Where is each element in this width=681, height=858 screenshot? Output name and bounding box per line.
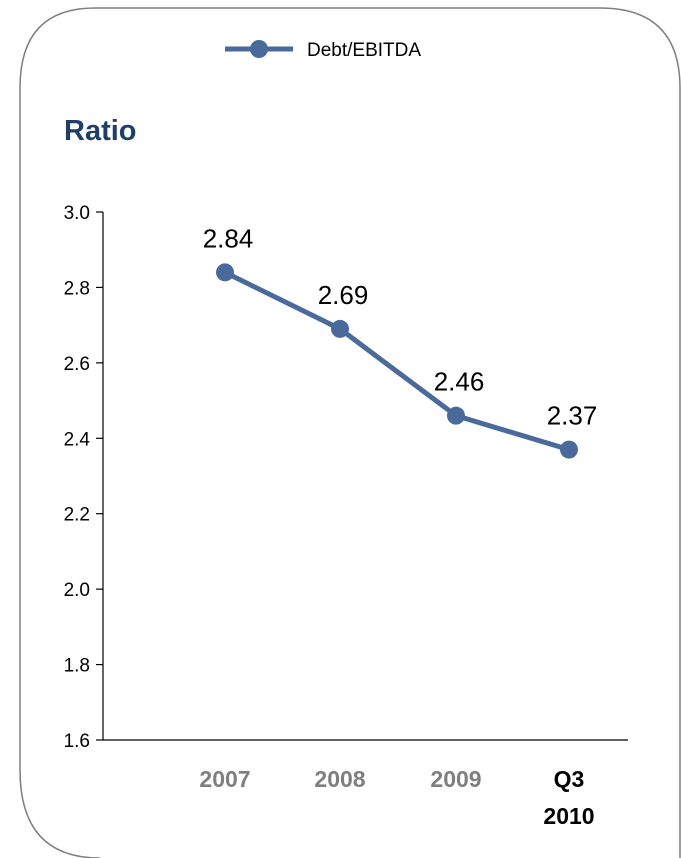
data-label: 2.84 [203, 223, 254, 253]
x-axis-ticks: 2007 2008 2009 Q3 2010 [199, 766, 594, 829]
y-tick-label: 1.8 [64, 656, 90, 677]
data-point [447, 406, 465, 425]
y-axis-title: Ratio [64, 115, 137, 147]
data-label: 2.46 [434, 367, 485, 397]
legend: Debt/EBITDA [225, 40, 421, 61]
x-tick-label-line: 2008 [314, 766, 365, 792]
series-debt-ebitda [216, 263, 578, 459]
data-point [216, 263, 234, 282]
x-tick-label: 2007 [199, 766, 250, 792]
y-tick-label: 2.6 [64, 354, 90, 375]
y-axis-ticks: 1.6 1.8 2.0 2.2 2.4 2.6 2.8 3.0 [64, 203, 103, 752]
legend-label: Debt/EBITDA [307, 40, 421, 61]
series-line [223, 270, 570, 452]
x-tick-label-line: Q3 [554, 766, 585, 792]
legend-point-marker [250, 40, 268, 58]
y-tick-label: 2.2 [64, 505, 90, 526]
x-tick-label-line: 2010 [543, 803, 594, 829]
y-tick-label: 2.8 [64, 278, 90, 299]
axes [102, 212, 628, 741]
x-tick-label: Q3 2010 [543, 766, 594, 829]
y-tick-label: 1.6 [64, 731, 90, 752]
data-labels: 2.84 2.69 2.46 2.37 [203, 223, 598, 430]
x-tick-label: 2009 [430, 766, 481, 792]
y-tick-label: 3.0 [64, 203, 90, 224]
y-tick-label: 2.0 [64, 580, 90, 601]
data-point [331, 319, 349, 338]
x-tick-label: 2008 [314, 766, 365, 792]
x-tick-label-line: 2009 [430, 766, 481, 792]
data-label: 2.69 [318, 280, 369, 310]
data-point [560, 440, 578, 459]
x-tick-label-line: 2007 [199, 766, 250, 792]
chart-frame [19, 7, 681, 858]
y-tick-label: 2.4 [64, 429, 91, 450]
data-label: 2.37 [547, 401, 598, 431]
